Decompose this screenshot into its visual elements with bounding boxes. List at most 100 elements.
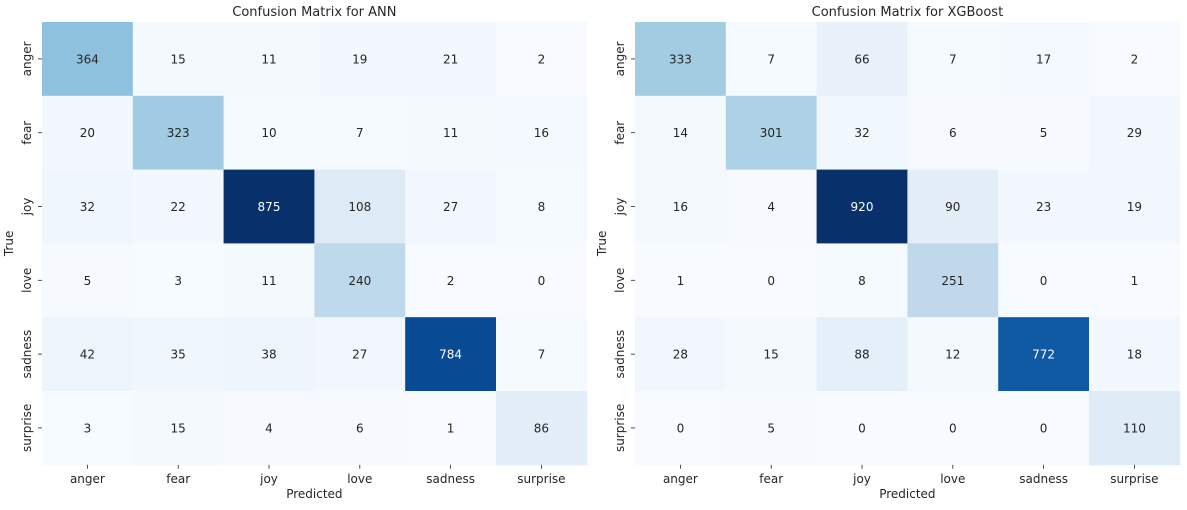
cell-value-label: 301 — [760, 126, 783, 140]
cell-value-label: 19 — [352, 52, 367, 66]
cell-value-label: 14 — [673, 126, 688, 140]
heatmap-cell — [496, 391, 588, 466]
heatmap-cell — [998, 22, 1090, 97]
cell-value-label: 7 — [767, 52, 775, 66]
cell-value-label: 5 — [767, 421, 775, 435]
cell-value-label: 0 — [1040, 274, 1048, 288]
y-tick-label: joy — [20, 198, 34, 217]
heatmap-cell — [1089, 22, 1181, 97]
cell-value-label: 1 — [447, 421, 455, 435]
cell-value-label: 4 — [767, 200, 775, 214]
heatmap-cell — [405, 391, 497, 466]
heatmap-cell — [907, 95, 999, 171]
heatmap-cell — [635, 95, 727, 171]
cell-value-label: 22 — [171, 200, 186, 214]
cell-value-label: 7 — [949, 52, 957, 66]
cell-value-label: 32 — [854, 126, 869, 140]
cell-value-label: 18 — [1127, 348, 1142, 362]
heatmap-cell — [1089, 169, 1181, 244]
heatmap-cell — [998, 243, 1090, 318]
y-tick-label: joy — [613, 198, 627, 217]
heatmap-cell — [42, 169, 134, 244]
cell-value-label: 240 — [348, 274, 371, 288]
heatmap-cell — [42, 95, 134, 171]
heatmap-cell — [314, 22, 406, 97]
heatmap-cell — [816, 169, 908, 244]
cell-value-label: 0 — [858, 421, 866, 435]
heatmap-cell — [725, 22, 818, 97]
heatmap-cell — [1089, 95, 1181, 171]
cell-value-label: 32 — [80, 200, 95, 214]
cell-value-label: 11 — [261, 274, 276, 288]
cell-value-label: 15 — [764, 348, 779, 362]
cell-value-label: 4 — [265, 421, 273, 435]
heatmap-cell — [496, 243, 588, 318]
x-tick-label: love — [347, 472, 372, 486]
x-tick-label: love — [940, 472, 965, 486]
heatmap-cell — [725, 169, 818, 244]
cell-value-label: 3 — [84, 421, 92, 435]
cell-value-label: 323 — [167, 126, 190, 140]
heatmap-cell — [223, 169, 315, 244]
cell-value-label: 2 — [1131, 52, 1139, 66]
cell-value-label: 0 — [677, 421, 685, 435]
cell-value-label: 0 — [538, 274, 546, 288]
heatmap-cell — [998, 169, 1090, 244]
cell-value-label: 2 — [447, 274, 455, 288]
cell-value-label: 20 — [80, 126, 95, 140]
cell-value-label: 16 — [534, 126, 549, 140]
cell-value-label: 7 — [356, 126, 364, 140]
heatmap-cell — [907, 317, 999, 392]
heatmap-cell — [405, 22, 497, 97]
cell-value-label: 12 — [945, 348, 960, 362]
cell-value-label: 108 — [348, 200, 371, 214]
cell-value-label: 5 — [1040, 126, 1048, 140]
heatmap-cell — [907, 22, 999, 97]
cell-value-label: 2 — [538, 52, 546, 66]
heatmap-cell — [907, 169, 999, 244]
heatmap-cell — [405, 317, 497, 392]
cell-value-label: 364 — [76, 52, 99, 66]
cell-value-label: 19 — [1127, 200, 1142, 214]
heatmap-cell — [725, 243, 818, 318]
x-axis-label: Predicted — [879, 487, 935, 501]
heatmap-cell — [223, 317, 315, 392]
heatmap-cell — [635, 317, 727, 392]
heatmap-cell — [223, 243, 315, 318]
heatmap-cell — [223, 95, 315, 171]
heatmap-cell — [132, 391, 225, 466]
heatmap-cell — [42, 391, 134, 466]
cell-value-label: 251 — [941, 274, 964, 288]
cell-value-label: 15 — [171, 421, 186, 435]
heatmap-cell — [998, 391, 1090, 466]
x-tick-label: joy — [852, 472, 871, 486]
heatmap-cell — [1089, 243, 1181, 318]
heatmap-cell — [816, 391, 908, 466]
cell-value-label: 0 — [767, 274, 775, 288]
heatmap-cell — [496, 317, 588, 392]
y-axis-label: True — [2, 231, 16, 258]
heatmap-cell — [314, 169, 406, 244]
x-tick-label: anger — [70, 472, 105, 486]
cell-value-label: 10 — [261, 126, 276, 140]
y-tick-label: fear — [20, 121, 34, 145]
heatmap-cell — [223, 22, 315, 97]
y-tick-label: love — [613, 268, 627, 293]
cell-value-label: 11 — [443, 126, 458, 140]
y-tick-label: fear — [613, 121, 627, 145]
heatmap-cell — [405, 169, 497, 244]
cell-value-label: 17 — [1036, 52, 1051, 66]
cell-value-label: 784 — [439, 348, 462, 362]
cell-value-label: 21 — [443, 52, 458, 66]
heatmap-cell — [635, 243, 727, 318]
cell-value-label: 5 — [84, 274, 92, 288]
cell-value-label: 11 — [261, 52, 276, 66]
cell-value-label: 29 — [1127, 126, 1142, 140]
cell-value-label: 772 — [1032, 348, 1055, 362]
cell-value-label: 16 — [673, 200, 688, 214]
x-tick-label: sadness — [1019, 472, 1068, 486]
heatmap-cell — [1089, 317, 1181, 392]
